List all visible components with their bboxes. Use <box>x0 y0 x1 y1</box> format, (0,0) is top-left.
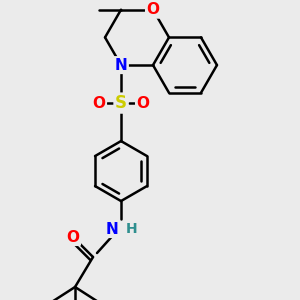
Text: O: O <box>67 230 80 244</box>
Text: N: N <box>115 58 128 73</box>
Text: N: N <box>105 221 118 236</box>
Text: O: O <box>146 2 160 17</box>
Text: S: S <box>115 94 127 112</box>
Text: O: O <box>136 96 149 111</box>
Text: H: H <box>126 222 138 236</box>
Text: O: O <box>92 96 106 111</box>
